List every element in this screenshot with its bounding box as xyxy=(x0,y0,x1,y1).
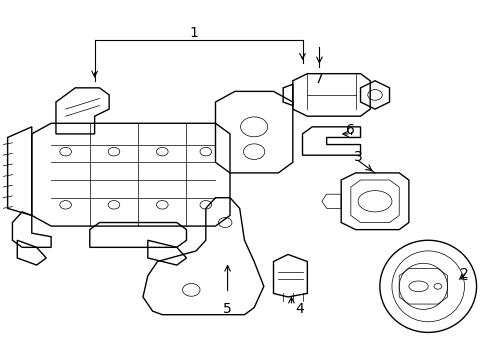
Text: 5: 5 xyxy=(223,302,231,316)
Text: 7: 7 xyxy=(314,72,323,86)
Text: 4: 4 xyxy=(295,302,304,316)
Text: 6: 6 xyxy=(346,123,355,138)
Text: 2: 2 xyxy=(459,267,468,281)
Text: 3: 3 xyxy=(353,150,362,164)
Text: 1: 1 xyxy=(189,26,198,40)
